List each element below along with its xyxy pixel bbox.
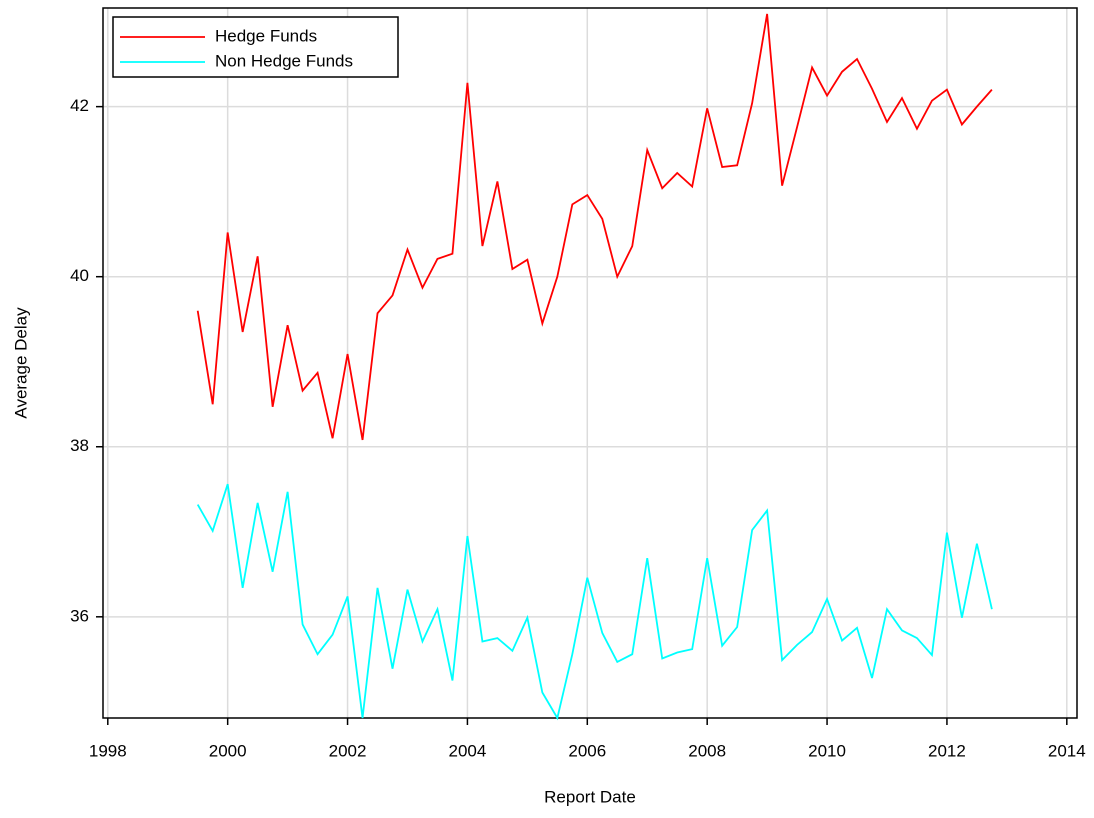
x-tick-label: 2010 bbox=[808, 741, 846, 760]
x-tick-label: 2012 bbox=[928, 741, 966, 760]
y-tick-label: 42 bbox=[70, 96, 89, 115]
data-line bbox=[196, 13, 993, 441]
x-tick-label: 2008 bbox=[688, 741, 726, 760]
x-tick-label: 2006 bbox=[568, 741, 606, 760]
data-line bbox=[196, 483, 993, 721]
x-tick-label: 2014 bbox=[1048, 741, 1086, 760]
y-axis-label: Average Delay bbox=[11, 307, 30, 419]
y-tick-label: 38 bbox=[70, 436, 89, 455]
legend-box bbox=[112, 16, 399, 78]
plot-frame bbox=[102, 7, 1078, 719]
x-axis-label: Report Date bbox=[544, 787, 636, 806]
y-tick-label: 36 bbox=[70, 606, 89, 625]
y-tick-label: 40 bbox=[70, 266, 89, 285]
legend-label: Hedge Funds bbox=[215, 26, 317, 45]
legend-label: Non Hedge Funds bbox=[215, 51, 353, 70]
x-tick-label: 2004 bbox=[449, 741, 487, 760]
x-tick-label: 1998 bbox=[89, 741, 127, 760]
x-tick-label: 2000 bbox=[209, 741, 247, 760]
x-tick-label: 2002 bbox=[329, 741, 367, 760]
